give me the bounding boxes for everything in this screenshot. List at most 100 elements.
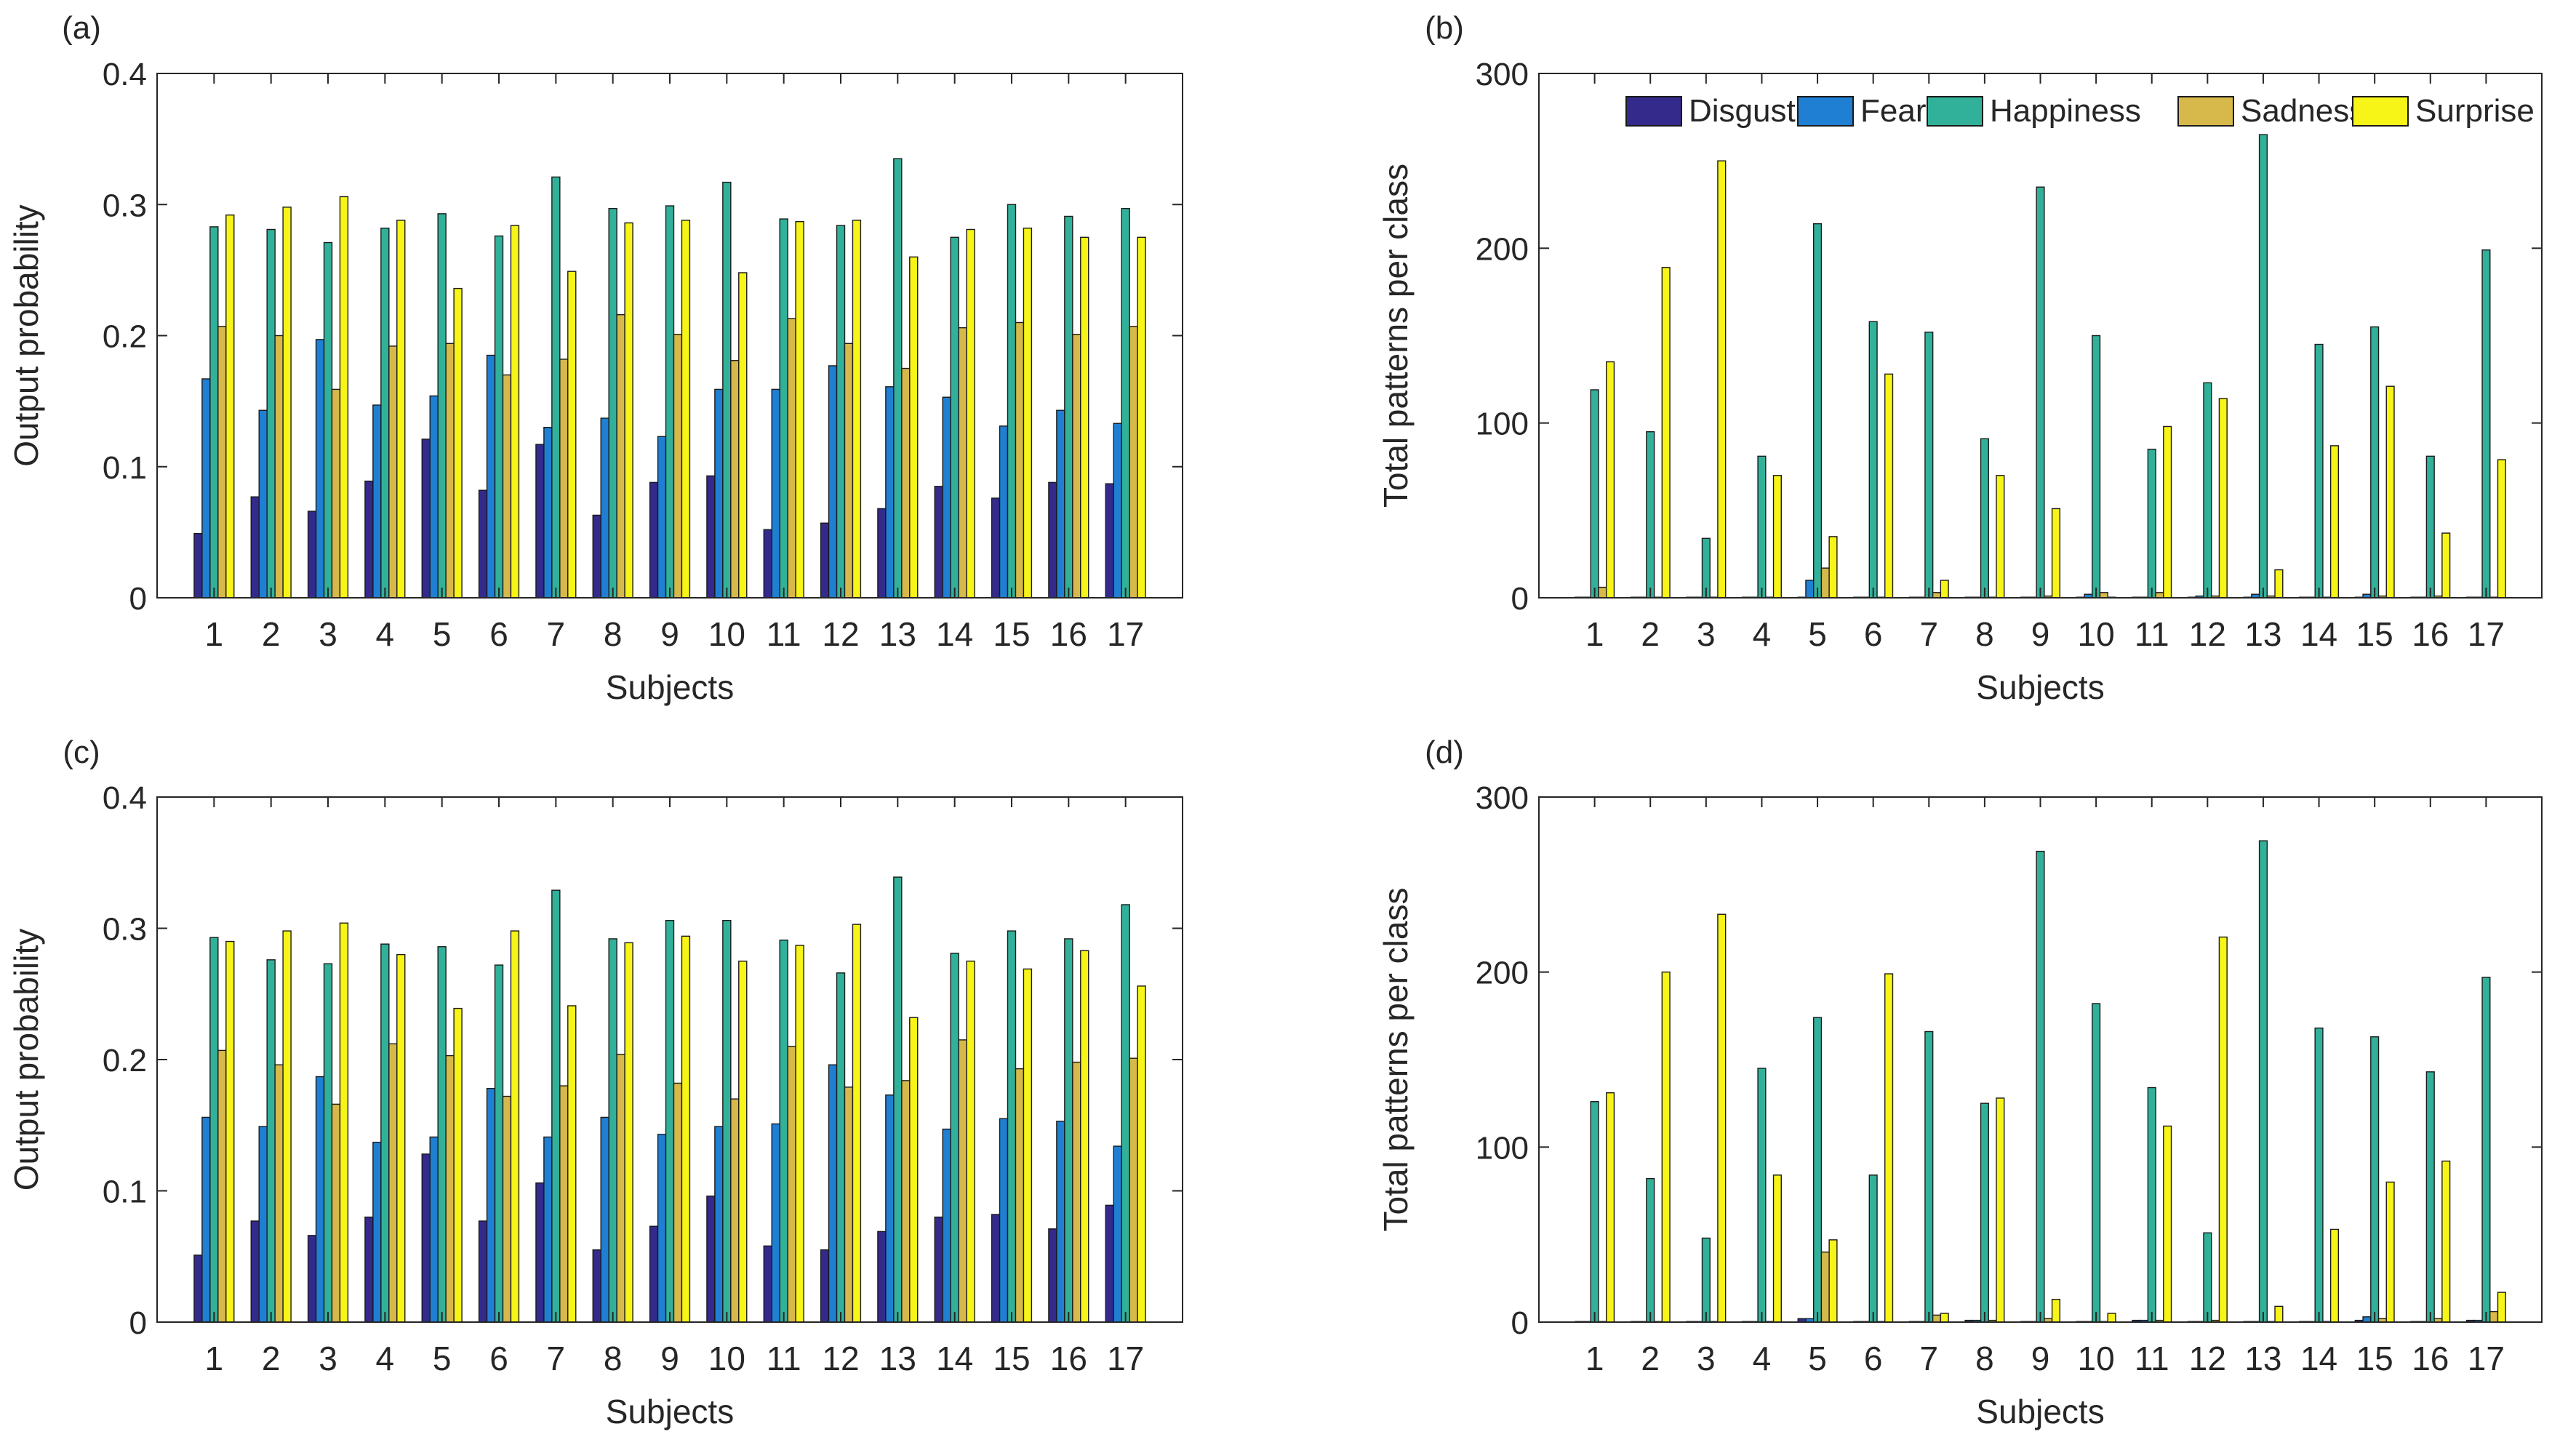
bar-disgust-13: [877, 508, 887, 599]
y-tick-label: 0.2: [103, 319, 147, 355]
bar-happiness-5: [1812, 223, 1823, 599]
bar-sadness-13: [901, 367, 911, 599]
bar-surprise-15: [1023, 228, 1033, 599]
y-tick-label: 0.3: [103, 912, 147, 948]
legend-swatch-fear: [1797, 96, 1854, 127]
panel-label: (b): [1425, 10, 1464, 46]
bar-sadness-9: [673, 334, 683, 599]
bar-surprise-5: [1828, 536, 1838, 599]
bar-fear-10: [714, 388, 724, 599]
bar-happiness-8: [1980, 1102, 1989, 1323]
x-tick-label: 7: [547, 1340, 566, 1377]
bar-happiness-7: [1924, 331, 1934, 599]
bar-surprise-15: [2385, 385, 2395, 599]
bar-happiness-12: [2203, 1232, 2212, 1323]
bar-sadness-11: [787, 1046, 796, 1323]
bar-sadness-14: [958, 1039, 967, 1323]
bar-sadness-1: [217, 326, 227, 599]
x-tick-label: 15: [2356, 615, 2393, 653]
bar-sadness-8: [616, 313, 625, 599]
bar-surprise-7: [1940, 1313, 1949, 1323]
bar-surprise-10: [738, 272, 748, 599]
bar-fear-6: [486, 354, 496, 599]
y-axis-label: Total patterns per class: [1377, 164, 1415, 508]
bar-surprise-16: [2441, 532, 2451, 599]
chart-panel-3: 00.10.20.30.41 2 3 4 5 6 7 8 9 10 11 12 13 14 15 16 17Su…: [7, 734, 1183, 1430]
bar-surprise-5: [453, 287, 463, 599]
bar-fear-4: [372, 404, 382, 599]
bar-disgust-6: [478, 489, 488, 599]
bar-surprise-16: [1080, 236, 1089, 599]
x-tick-label: 16: [2412, 615, 2449, 653]
bar-disgust-14: [934, 1216, 943, 1323]
bar-disgust-16: [1048, 1228, 1057, 1323]
bar-disgust-9: [649, 481, 659, 599]
legend-swatch-sadness: [2177, 96, 2234, 127]
bar-surprise-6: [510, 225, 520, 599]
bar-fear-12: [828, 365, 838, 599]
x-tick-label: 4: [376, 615, 395, 653]
x-tick-label: 3: [319, 615, 337, 653]
bar-sadness-5: [1820, 1252, 1830, 1323]
bar-happiness-15: [1007, 204, 1017, 599]
bar-happiness-5: [1812, 1017, 1823, 1323]
bar-happiness-10: [722, 919, 732, 1323]
y-tick-label: 0.2: [103, 1043, 147, 1078]
x-tick-label: 11: [767, 1340, 801, 1377]
bar-disgust-15: [991, 497, 1001, 599]
bar-happiness-1: [1590, 1101, 1599, 1323]
x-tick-label: 3: [1697, 615, 1716, 653]
bar-surprise-13: [2274, 1305, 2284, 1323]
bar-sadness-3: [331, 388, 341, 599]
bar-sadness-15: [1015, 321, 1025, 599]
bar-fear-2: [258, 1126, 268, 1323]
bar-sadness-17: [1129, 1057, 1138, 1323]
bar-disgust-8: [592, 514, 601, 599]
bar-happiness-8: [1980, 438, 1989, 599]
x-tick-label: 5: [433, 1340, 452, 1377]
x-tick-label: 5: [433, 615, 452, 653]
bar-surprise-2: [1661, 267, 1671, 599]
bar-surprise-1: [225, 214, 235, 599]
bar-sadness-7: [559, 1085, 569, 1323]
bar-happiness-12: [836, 225, 846, 599]
bar-disgust-7: [535, 444, 545, 599]
bar-surprise-1: [225, 940, 235, 1323]
bar-happiness-2: [266, 228, 276, 599]
legend-swatch-surprise: [2352, 96, 2409, 127]
bar-happiness-14: [2314, 343, 2324, 599]
bar-surprise-14: [2329, 1228, 2340, 1323]
bar-disgust-5: [421, 1153, 431, 1323]
bar-fear-13: [885, 1094, 895, 1323]
bar-sadness-8: [616, 1054, 625, 1323]
bar-surprise-17: [1137, 236, 1146, 599]
bar-surprise-1: [1605, 361, 1615, 599]
bar-sadness-1: [217, 1049, 227, 1323]
bar-sadness-10: [2099, 592, 2108, 599]
bar-surprise-9: [681, 935, 691, 1323]
bar-surprise-3: [339, 196, 349, 599]
y-tick-label: 0.1: [103, 1174, 147, 1210]
bar-sadness-17: [1129, 326, 1138, 599]
bar-happiness-7: [551, 176, 561, 599]
bar-surprise-3: [1717, 913, 1727, 1323]
bar-happiness-10: [2092, 335, 2101, 599]
legend: Disgust Fear Happiness Sadness Surprise: [1625, 93, 2535, 129]
x-tick-label: 14: [936, 615, 973, 653]
x-tick-label: 15: [2356, 1340, 2393, 1377]
bar-disgust-10: [706, 475, 716, 599]
x-tick-label: 15: [993, 615, 1030, 653]
bar-surprise-9: [2051, 508, 2061, 599]
bar-happiness-2: [1646, 431, 1655, 599]
x-tick-label: 1: [205, 1340, 224, 1377]
bar-happiness-7: [551, 889, 561, 1323]
bar-happiness-13: [893, 158, 903, 599]
bar-fear-13: [885, 386, 895, 599]
bar-sadness-16: [1072, 1061, 1081, 1323]
bar-disgust-6: [478, 1220, 488, 1323]
bar-happiness-2: [266, 959, 276, 1323]
bar-fear-1: [201, 1116, 211, 1323]
bar-disgust-13: [877, 1230, 887, 1323]
x-tick-label: 3: [1697, 1340, 1716, 1377]
